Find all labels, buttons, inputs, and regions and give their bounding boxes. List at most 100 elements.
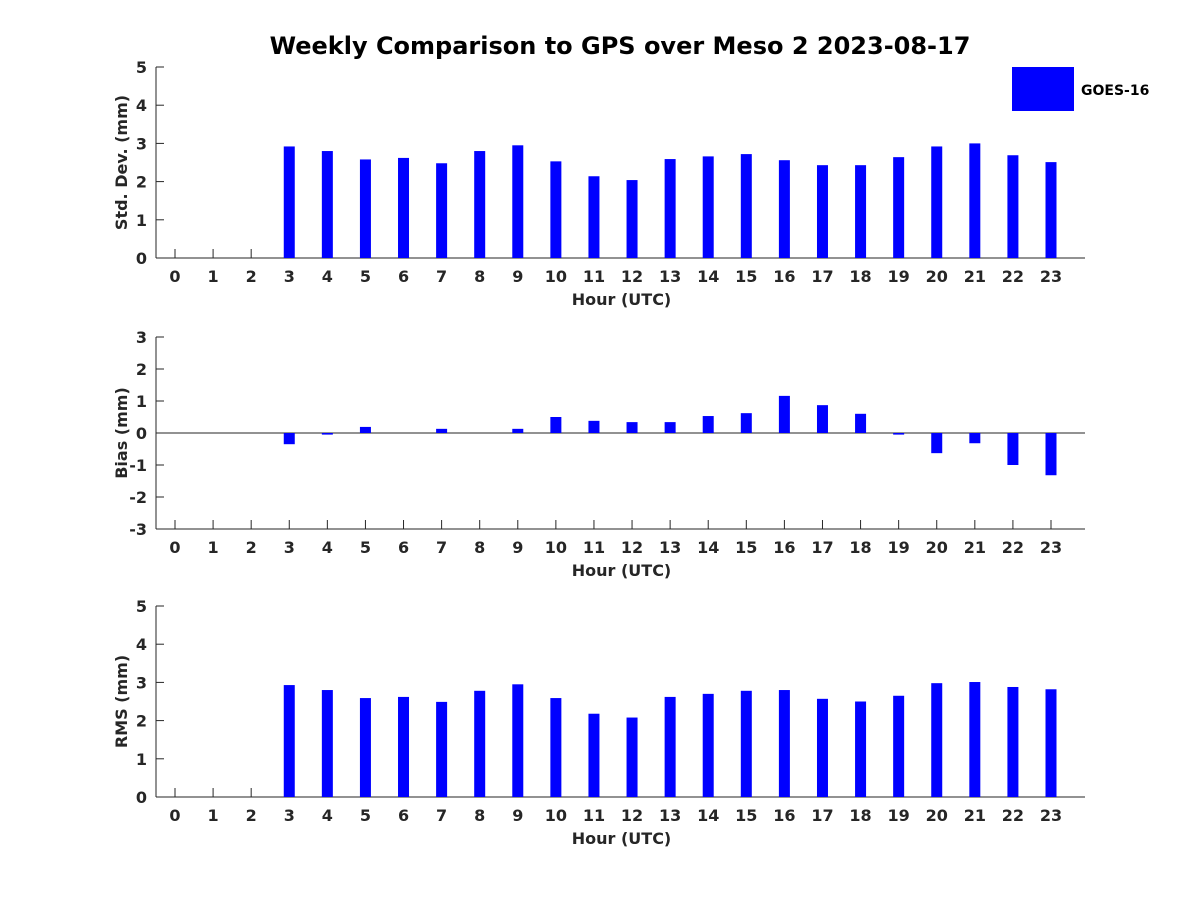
rms-bar-hour-8 <box>474 690 486 797</box>
bias-x-tick-label: 10 <box>545 538 567 557</box>
std-dev-x-tick-label: 3 <box>284 267 295 286</box>
rms-bar-hour-10 <box>550 698 562 797</box>
std-dev-bar-hour-5 <box>359 159 371 258</box>
bias-x-tick-label: 5 <box>360 538 371 557</box>
std-dev-bar-hour-8 <box>474 151 486 258</box>
rms-x-tick-label: 22 <box>1002 806 1024 825</box>
std-dev-x-tick-label: 4 <box>322 267 333 286</box>
rms-bar-hour-12 <box>626 717 638 797</box>
legend-label: GOES-16 <box>1081 83 1149 99</box>
bias-y-axis-label: Bias (mm) <box>112 387 131 479</box>
std-dev-x-tick-label: 18 <box>849 267 871 286</box>
rms-bar-hour-18 <box>855 701 867 797</box>
rms-bar-hour-21 <box>969 682 981 797</box>
rms-y-tick-label: 4 <box>136 635 147 654</box>
bias-x-tick-label: 9 <box>512 538 523 557</box>
bias-x-tick-label: 20 <box>926 538 948 557</box>
bias-bar-hour-12 <box>626 422 638 433</box>
std-dev-x-tick-label: 9 <box>512 267 523 286</box>
bias-x-tick-label: 3 <box>284 538 295 557</box>
bias-bar-hour-20 <box>931 433 943 454</box>
std-dev-bar-hour-12 <box>626 180 638 258</box>
std-dev-x-tick-label: 14 <box>697 267 719 286</box>
bias-x-tick-label: 4 <box>322 538 333 557</box>
std-dev-y-axis-label: Std. Dev. (mm) <box>112 95 131 230</box>
std-dev-x-tick-label: 21 <box>964 267 986 286</box>
bias-x-axis-label: Hour (UTC) <box>572 561 672 580</box>
bias-bar-hour-23 <box>1045 433 1057 476</box>
rms-x-tick-label: 6 <box>398 806 409 825</box>
std-dev-bar-hour-7 <box>436 163 448 258</box>
bias-x-tick-label: 18 <box>849 538 871 557</box>
bias-bar-hour-15 <box>740 413 752 433</box>
rms-x-tick-label: 16 <box>773 806 795 825</box>
bias-x-tick-label: 22 <box>1002 538 1024 557</box>
std-dev-bar-hour-6 <box>398 157 410 258</box>
std-dev-bar-hour-23 <box>1045 162 1057 258</box>
bias-bar-hour-14 <box>702 416 714 433</box>
rms-bar-hour-13 <box>664 696 676 797</box>
std-dev-bar-hour-11 <box>588 176 600 258</box>
rms-x-tick-label: 18 <box>849 806 871 825</box>
std-dev-y-tick-label: 3 <box>136 134 147 153</box>
rms-bar-hour-4 <box>321 690 333 797</box>
std-dev-x-tick-label: 1 <box>208 267 219 286</box>
bias-x-tick-label: 17 <box>811 538 833 557</box>
bias-x-tick-label: 6 <box>398 538 409 557</box>
rms-y-tick-label: 5 <box>136 597 147 616</box>
std-dev-x-tick-label: 10 <box>545 267 567 286</box>
rms-bar-hour-6 <box>398 696 410 797</box>
bias-x-tick-label: 8 <box>474 538 485 557</box>
bias-x-tick-label: 1 <box>208 538 219 557</box>
rms-bar-hour-9 <box>512 684 524 797</box>
std-dev-y-tick-label: 2 <box>136 173 147 192</box>
bias-x-tick-label: 12 <box>621 538 643 557</box>
std-dev-y-tick-label: 0 <box>136 249 147 268</box>
std-dev-x-tick-label: 11 <box>583 267 605 286</box>
std-dev-x-tick-label: 6 <box>398 267 409 286</box>
rms-x-tick-label: 9 <box>512 806 523 825</box>
rms-y-axis-label: RMS (mm) <box>112 655 131 748</box>
std-dev-bar-hour-14 <box>702 156 714 258</box>
std-dev-x-tick-label: 20 <box>926 267 948 286</box>
rms-x-tick-label: 3 <box>284 806 295 825</box>
bias-bar-hour-9 <box>512 428 524 433</box>
rms-bar-hour-3 <box>283 685 295 797</box>
rms-y-tick-label: 0 <box>136 788 147 807</box>
std-dev-bar-hour-16 <box>778 160 790 258</box>
std-dev-y-tick-label: 4 <box>136 96 147 115</box>
rms-bar-hour-5 <box>359 698 371 797</box>
bias-x-tick-label: 2 <box>246 538 257 557</box>
bias-bar-hour-19 <box>893 433 905 435</box>
bias-bar-hour-7 <box>436 428 448 433</box>
rms-x-tick-label: 19 <box>888 806 910 825</box>
std-dev-y-tick-label: 5 <box>136 58 147 77</box>
std-dev-x-tick-label: 16 <box>773 267 795 286</box>
bias-bar-hour-5 <box>359 426 371 433</box>
bias-x-tick-label: 23 <box>1040 538 1062 557</box>
rms-x-tick-label: 11 <box>583 806 605 825</box>
rms-x-tick-label: 4 <box>322 806 333 825</box>
bias-bar-hour-16 <box>778 395 790 433</box>
rms-x-tick-label: 1 <box>208 806 219 825</box>
std-dev-x-tick-label: 12 <box>621 267 643 286</box>
std-dev-x-tick-label: 8 <box>474 267 485 286</box>
std-dev-x-tick-label: 2 <box>246 267 257 286</box>
rms-y-tick-label: 2 <box>136 712 147 731</box>
std-dev-bar-hour-22 <box>1007 155 1019 258</box>
std-dev-bar-hour-3 <box>283 146 295 258</box>
rms-x-axis-label: Hour (UTC) <box>572 829 672 848</box>
rms-x-tick-label: 15 <box>735 806 757 825</box>
bias-x-tick-label: 15 <box>735 538 757 557</box>
bias-y-tick-label: -2 <box>129 488 147 507</box>
legend-swatch <box>1012 67 1074 111</box>
bias-bar-hour-11 <box>588 420 600 433</box>
std-dev-bar-hour-10 <box>550 161 562 258</box>
std-dev-bar-hour-4 <box>321 151 333 258</box>
std-dev-x-axis-label: Hour (UTC) <box>572 290 672 309</box>
rms-x-tick-label: 8 <box>474 806 485 825</box>
std-dev-bar-hour-20 <box>931 146 943 258</box>
